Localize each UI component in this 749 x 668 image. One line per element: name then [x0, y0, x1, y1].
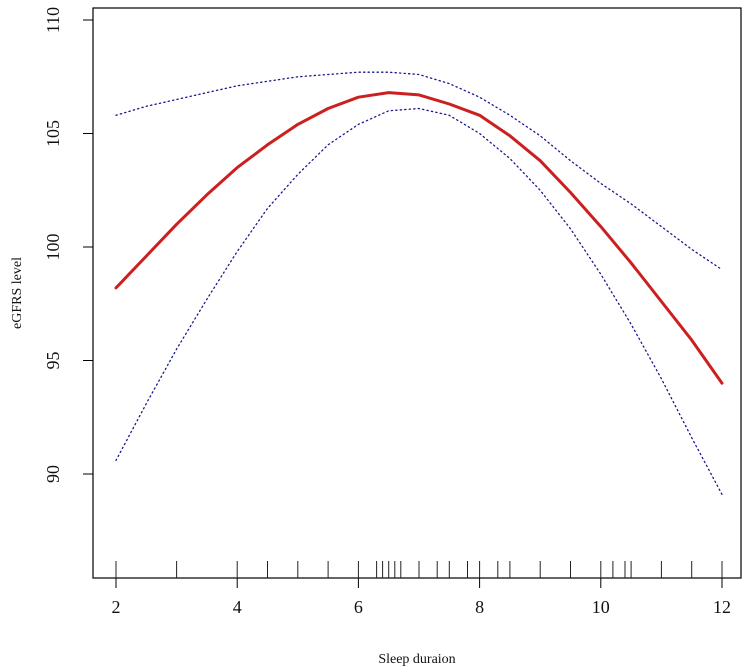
x-tick-label: 12	[713, 597, 731, 617]
x-tick-label: 6	[354, 597, 363, 617]
estimate-line	[114, 91, 724, 385]
x-axis-label: Sleep duraion	[378, 652, 455, 667]
y-axis: 90 95 100 105 110	[43, 7, 93, 483]
x-tick-label: 8	[475, 597, 484, 617]
y-axis-label: eGFRS level	[10, 257, 25, 329]
rug-marks	[115, 561, 723, 578]
y-tick-label: 95	[43, 352, 63, 370]
x-tick-label: 2	[112, 597, 121, 617]
x-tick-label: 4	[233, 597, 242, 617]
plot-frame	[92, 7, 742, 579]
x-tick-label: 10	[592, 597, 610, 617]
ci-lower-line	[115, 107, 723, 496]
series-group	[114, 71, 724, 496]
y-tick-label: 90	[43, 465, 63, 483]
x-axis: 2 4 6 8 10 12	[112, 578, 731, 617]
y-tick-label: 100	[43, 234, 63, 261]
ci-upper-line	[115, 71, 723, 271]
y-tick-label: 105	[43, 120, 63, 147]
y-tick-label: 110	[43, 7, 63, 33]
